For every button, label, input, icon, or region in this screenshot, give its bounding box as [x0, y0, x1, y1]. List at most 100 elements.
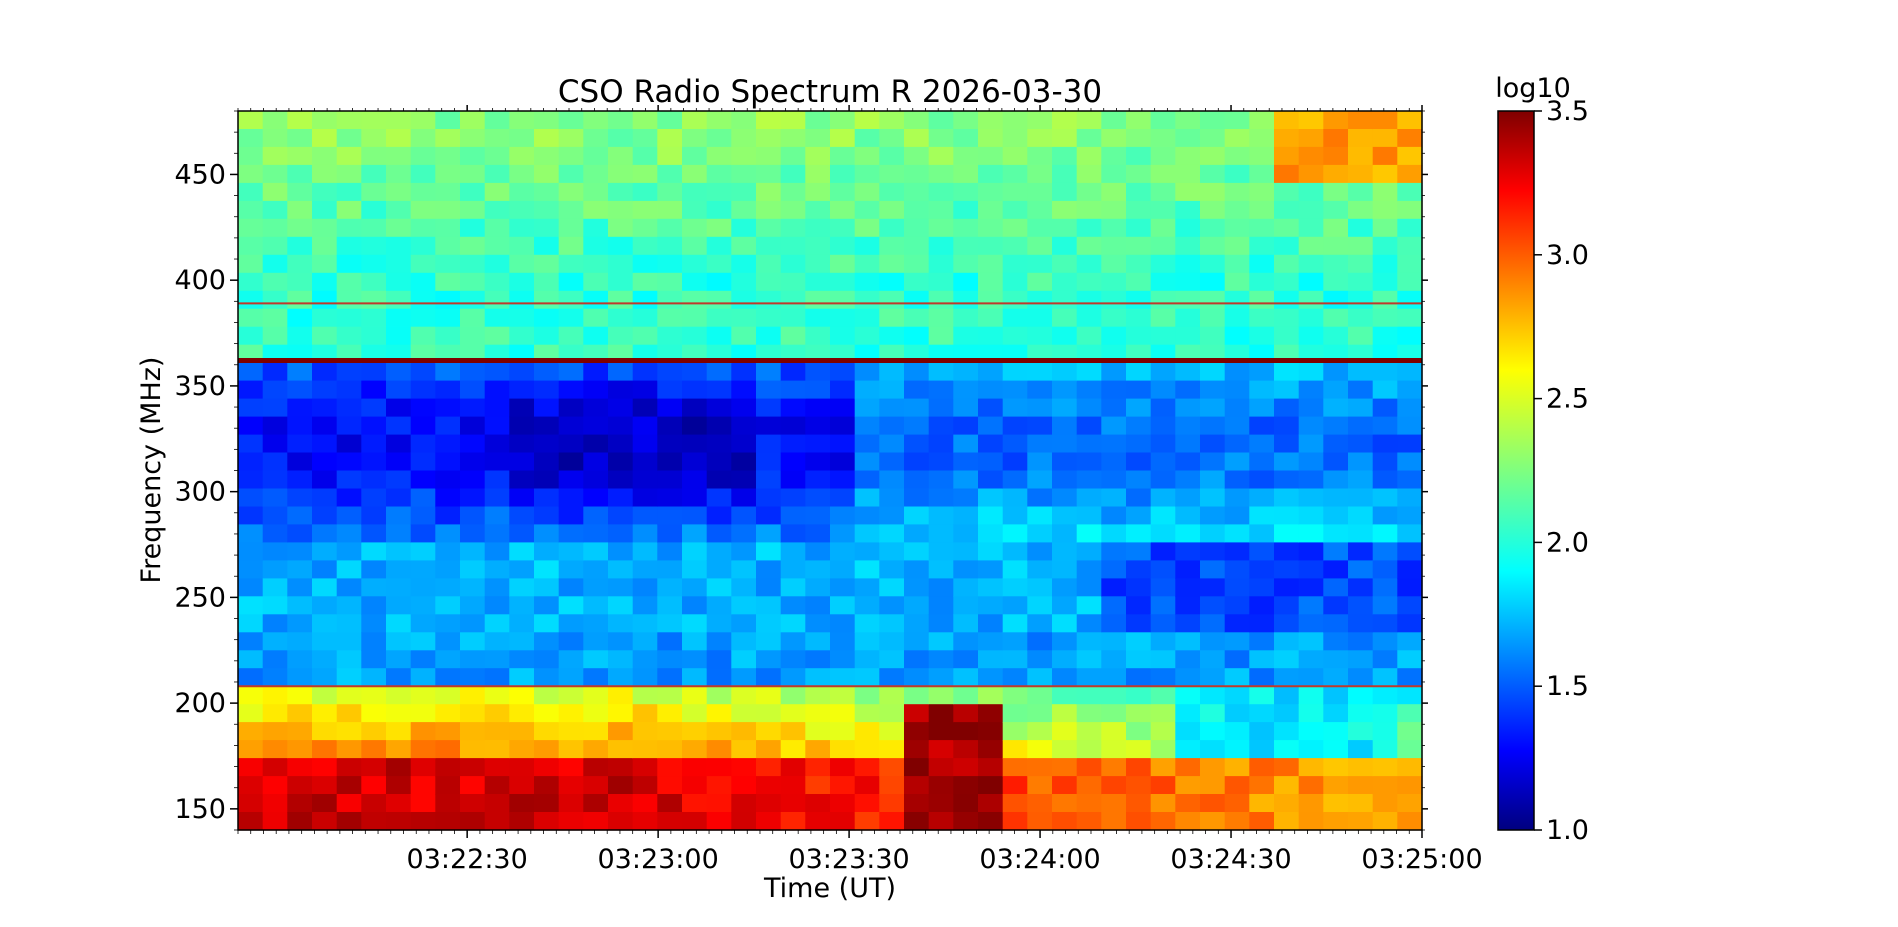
heatmap-cell: [460, 218, 486, 238]
heatmap-cell: [657, 668, 683, 687]
heatmap-cell: [1397, 362, 1423, 382]
heatmap-cell: [1101, 812, 1127, 831]
heatmap-cell: [1002, 686, 1028, 705]
heatmap-cell: [731, 380, 757, 400]
heatmap-cell: [1397, 650, 1423, 669]
heatmap-cell: [238, 794, 264, 813]
heatmap-cell: [460, 326, 486, 346]
heatmap-cell: [1397, 776, 1423, 795]
heatmap-cell: [1348, 164, 1374, 184]
heatmap-cell: [262, 218, 288, 238]
heatmap-cell: [731, 308, 757, 328]
heatmap-cell: [756, 362, 782, 382]
heatmap-cell: [1274, 812, 1300, 831]
heatmap-cell: [312, 542, 338, 561]
heatmap-cell: [1397, 434, 1423, 454]
heatmap-cell: [1298, 524, 1324, 543]
heatmap-cell: [361, 182, 387, 202]
heatmap-cell: [1126, 758, 1152, 777]
heatmap-cell: [830, 362, 856, 382]
heatmap-cell: [978, 506, 1004, 526]
heatmap-cell: [1372, 812, 1398, 831]
heatmap-cell: [287, 632, 313, 651]
heatmap-cell: [410, 542, 436, 561]
heatmap-cell: [1150, 111, 1176, 130]
heatmap-cell: [706, 434, 732, 454]
heatmap-cell: [928, 776, 954, 795]
heatmap-cell: [1052, 326, 1078, 346]
heatmap-cell: [1052, 776, 1078, 795]
heatmap-cell: [1224, 560, 1250, 579]
heatmap-cell: [608, 236, 634, 256]
heatmap-cell: [1298, 632, 1324, 651]
heatmap-cell: [484, 740, 510, 759]
heatmap-cell: [558, 308, 584, 328]
heatmap-cell: [1249, 146, 1275, 166]
heatmap-cell: [928, 326, 954, 346]
heatmap-cell: [682, 542, 708, 561]
heatmap-cell: [1372, 452, 1398, 472]
heatmap-cell: [1002, 470, 1028, 490]
heatmap-cell: [756, 560, 782, 579]
heatmap-cell: [780, 794, 806, 813]
heatmap-cell: [410, 254, 436, 274]
heatmap-cell: [978, 200, 1004, 220]
heatmap-cell: [682, 416, 708, 436]
heatmap-cell: [262, 740, 288, 759]
heatmap-cell: [238, 560, 264, 579]
heatmap-cell: [706, 614, 732, 633]
heatmap-cell: [1052, 182, 1078, 202]
heatmap-cell: [1002, 704, 1028, 723]
heatmap-cell: [534, 632, 560, 651]
heatmap-cell: [1323, 326, 1349, 346]
heatmap-cell: [1224, 614, 1250, 633]
heatmap-cell: [460, 290, 486, 310]
heatmap-cell: [830, 758, 856, 777]
heatmap-cell: [484, 146, 510, 166]
heatmap-cell: [632, 632, 658, 651]
heatmap-cell: [1274, 632, 1300, 651]
heatmap-cell: [1150, 416, 1176, 436]
heatmap-cell: [1175, 704, 1201, 723]
heatmap-cell: [854, 596, 880, 615]
heatmap-cell: [1274, 326, 1300, 346]
heatmap-cell: [1348, 524, 1374, 543]
heatmap-cell: [1076, 686, 1102, 705]
heatmap-cell: [608, 560, 634, 579]
heatmap-cell: [1126, 542, 1152, 561]
heatmap-cell: [731, 452, 757, 472]
heatmap-cell: [1126, 200, 1152, 220]
colorbar-tick-label: 2.5: [1546, 384, 1589, 415]
heatmap-cell: [336, 650, 362, 669]
heatmap-cell: [608, 290, 634, 310]
heatmap-cell: [756, 470, 782, 490]
heatmap-cell: [460, 111, 486, 130]
heatmap-cell: [1372, 362, 1398, 382]
heatmap-cell: [1076, 272, 1102, 292]
heatmap-cell: [632, 470, 658, 490]
heatmap-cell: [1076, 758, 1102, 777]
heatmap-cell: [1298, 740, 1324, 759]
heatmap-cell: [953, 434, 979, 454]
heatmap-cell: [682, 380, 708, 400]
heatmap-cell: [287, 182, 313, 202]
heatmap-cell: [558, 380, 584, 400]
heatmap-cell: [262, 686, 288, 705]
heatmap-cell: [1002, 776, 1028, 795]
heatmap-cell: [608, 506, 634, 526]
heatmap-cell: [336, 524, 362, 543]
heatmap-cell: [361, 506, 387, 526]
heatmap-cell: [238, 488, 264, 508]
heatmap-cell: [657, 776, 683, 795]
heatmap-cell: [1200, 614, 1226, 633]
heatmap-cell: [1052, 686, 1078, 705]
heatmap-cell: [780, 129, 806, 148]
heatmap-cell: [1076, 254, 1102, 274]
heatmap-cell: [657, 164, 683, 184]
heatmap-cell: [1274, 129, 1300, 148]
heatmap-cell: [410, 722, 436, 741]
heatmap-cell: [336, 686, 362, 705]
heatmap-cell: [682, 470, 708, 490]
heatmap-cell: [386, 776, 412, 795]
heatmap-cell: [682, 578, 708, 597]
